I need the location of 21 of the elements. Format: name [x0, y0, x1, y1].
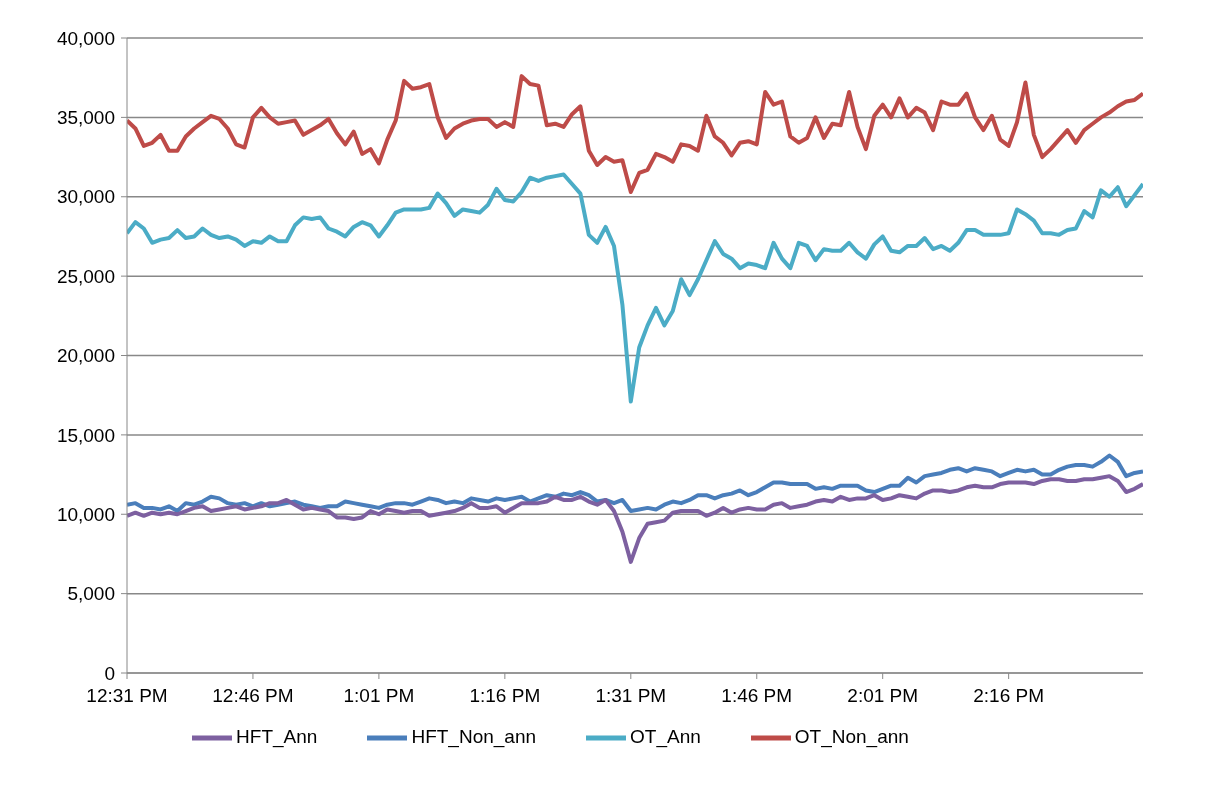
y-tick-label: 40,000 [56, 27, 115, 49]
y-tick-label: 15,000 [56, 424, 115, 446]
y-tick-label: 0 [104, 662, 115, 684]
legend-label: HFT_Non_ann [411, 726, 537, 748]
y-tick-label: 5,000 [67, 583, 115, 605]
x-tick-label: 12:31 PM [86, 685, 168, 707]
x-tick-label: 1:16 PM [469, 685, 541, 707]
legend-label: HFT_Ann [236, 726, 318, 748]
x-tick-label: 1:46 PM [721, 685, 793, 707]
y-tick-label: 10,000 [56, 503, 115, 525]
x-tick-label: 2:16 PM [973, 685, 1045, 707]
y-tick-label: 30,000 [56, 186, 115, 208]
y-tick-label: 20,000 [56, 345, 115, 367]
legend-label: OT_Ann [630, 726, 701, 748]
y-tick-label: 35,000 [56, 107, 115, 129]
legend-label: OT_Non_ann [794, 726, 909, 748]
y-tick-label: 25,000 [56, 265, 115, 287]
x-tick-label: 12:46 PM [212, 685, 294, 707]
x-tick-label: 1:01 PM [343, 685, 415, 707]
x-tick-label: 2:01 PM [847, 685, 919, 707]
x-tick-label: 1:31 PM [595, 685, 667, 707]
